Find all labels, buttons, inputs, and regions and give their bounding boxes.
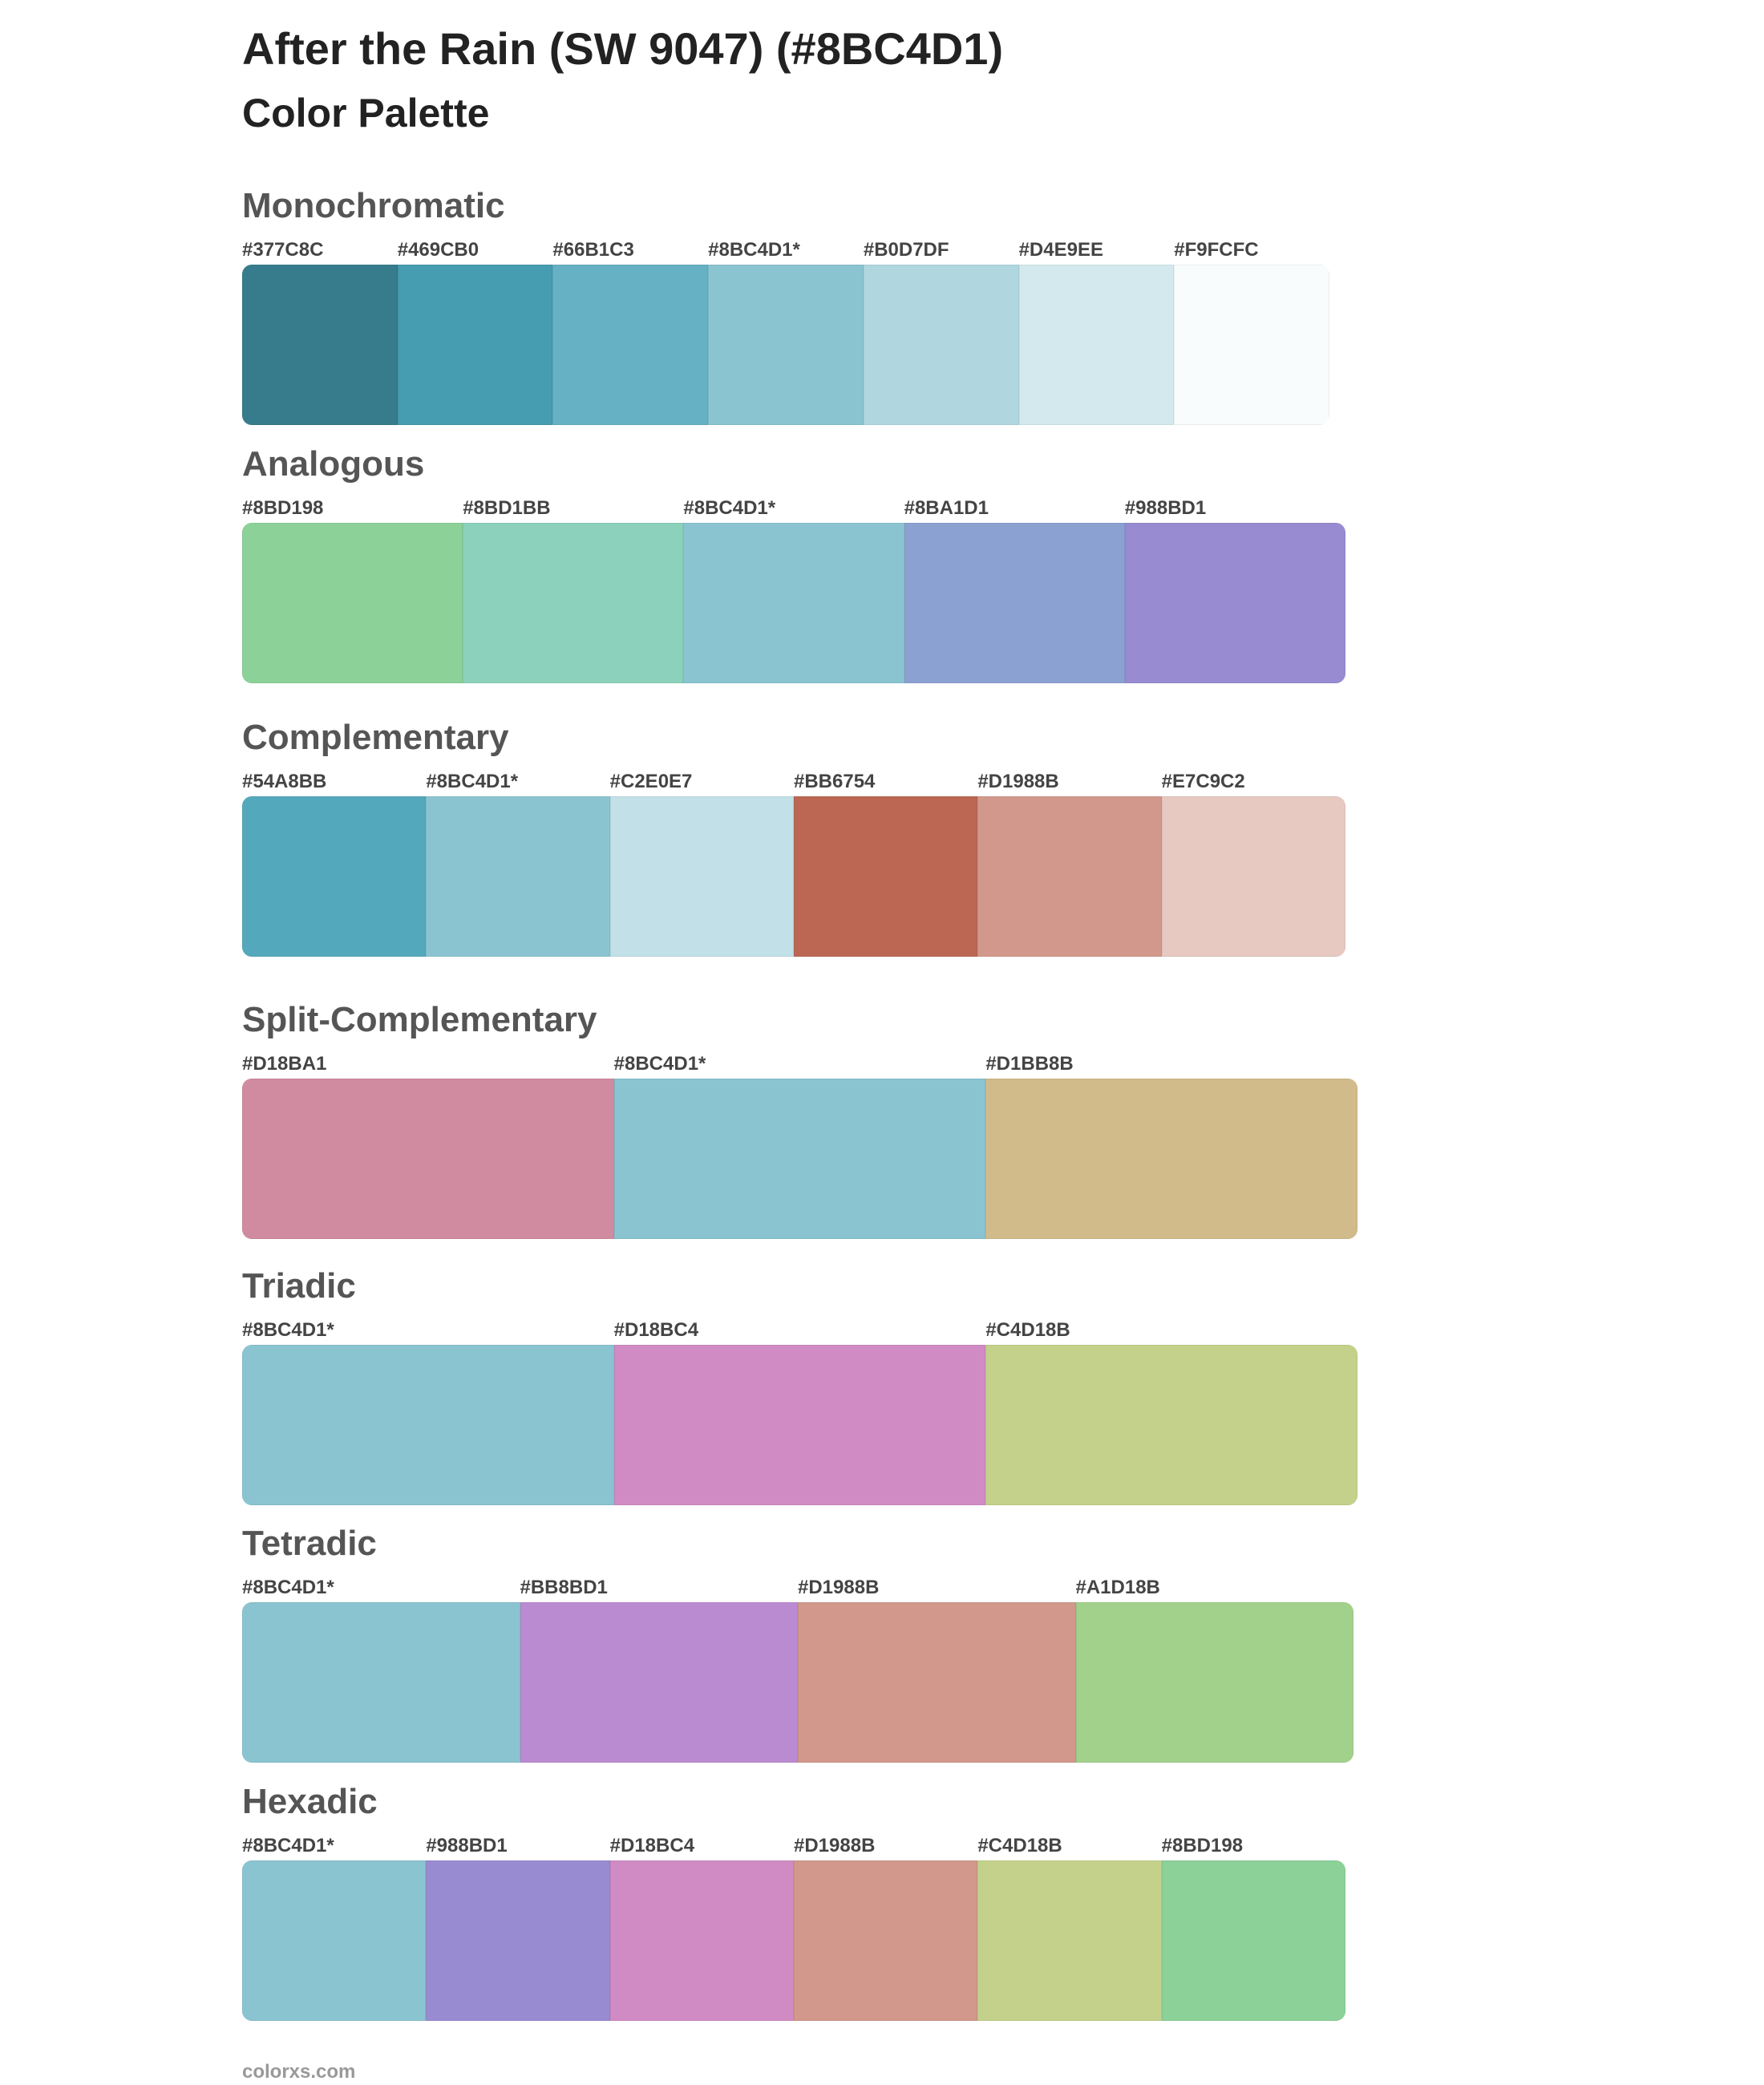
color-swatch <box>863 265 1019 425</box>
swatch-label: #8BA1D1 <box>904 497 989 519</box>
swatch-label: #A1D18B <box>1075 1577 1160 1598</box>
swatch-label: #C2E0E7 <box>609 771 693 792</box>
color-swatch <box>613 1079 986 1239</box>
swatch-label: #D1BB8B <box>985 1053 1074 1075</box>
color-swatch <box>609 1860 794 2021</box>
swatch-label: #8BD198 <box>1161 1835 1244 1856</box>
swatch-label: #988BD1 <box>426 1835 508 1856</box>
swatch-label: #469CB0 <box>397 239 479 261</box>
color-swatch <box>683 523 904 683</box>
swatch-group <box>242 1079 1357 1239</box>
color-swatch <box>463 523 684 683</box>
color-swatch <box>242 1602 520 1763</box>
color-swatch <box>1161 796 1345 957</box>
color-swatch <box>397 265 553 425</box>
color-swatch <box>1018 265 1175 425</box>
color-swatch <box>1161 1860 1345 2021</box>
page-subtitle: Color Palette <box>242 91 490 136</box>
color-swatch <box>520 1602 798 1763</box>
color-swatch <box>904 523 1125 683</box>
swatch-label: #C4D18B <box>985 1319 1070 1341</box>
color-swatch <box>1174 265 1329 425</box>
color-swatch <box>985 1079 1357 1239</box>
swatch-label: #66B1C3 <box>552 239 634 261</box>
swatch-label: #8BC4D1* <box>708 239 800 261</box>
color-swatch <box>242 523 463 683</box>
color-swatch <box>798 1602 1076 1763</box>
swatch-label: #988BD1 <box>1124 497 1207 519</box>
swatch-label: #8BC4D1* <box>242 1577 334 1598</box>
swatch-label: #F9FCFC <box>1174 239 1259 261</box>
color-swatch <box>242 1860 427 2021</box>
swatch-label: #D18BC4 <box>613 1319 699 1341</box>
color-swatch <box>242 1345 614 1505</box>
swatch-label: #8BC4D1* <box>242 1319 334 1341</box>
swatch-group <box>242 265 1329 425</box>
swatch-label: #BB8BD1 <box>520 1577 608 1598</box>
swatch-group <box>242 1602 1353 1763</box>
color-swatch <box>1075 1602 1353 1763</box>
swatch-label: #E7C9C2 <box>1161 771 1245 792</box>
section-title: Triadic <box>242 1266 356 1306</box>
page-title: After the Rain (SW 9047) (#8BC4D1) <box>242 23 1004 74</box>
swatch-group <box>242 523 1345 683</box>
swatch-group <box>242 1345 1357 1505</box>
swatch-label: #8BC4D1* <box>426 771 519 792</box>
swatch-label: #54A8BB <box>242 771 327 792</box>
color-swatch <box>552 265 709 425</box>
section-title: Analogous <box>242 444 425 484</box>
swatch-label: #C4D18B <box>977 1835 1062 1856</box>
color-swatch <box>977 796 1162 957</box>
color-swatch <box>242 265 398 425</box>
swatch-label: #8BC4D1* <box>683 497 776 519</box>
swatch-label: #D1988B <box>794 1835 876 1856</box>
swatch-label: #D1988B <box>798 1577 880 1598</box>
section-title: Complementary <box>242 718 509 757</box>
section-title: Split-Complementary <box>242 1000 597 1039</box>
footer: colorxs.com <box>242 2061 356 2083</box>
section-title: Hexadic <box>242 1782 378 1821</box>
swatch-label: #D18BC4 <box>609 1835 695 1856</box>
swatch-label: #377C8C <box>242 239 324 261</box>
swatch-label: #B0D7DF <box>863 239 949 261</box>
swatch-label: #D1988B <box>977 771 1059 792</box>
color-swatch <box>242 796 427 957</box>
color-swatch <box>242 1079 614 1239</box>
color-swatch <box>609 796 794 957</box>
color-swatch <box>613 1345 986 1505</box>
color-swatch <box>426 796 610 957</box>
swatch-group <box>242 796 1345 957</box>
swatch-group <box>242 1860 1345 2021</box>
swatch-label: #8BC4D1* <box>613 1053 706 1075</box>
color-swatch <box>793 1860 978 2021</box>
color-swatch <box>708 265 864 425</box>
color-swatch <box>1124 523 1345 683</box>
section-title: Tetradic <box>242 1524 377 1563</box>
color-swatch <box>793 796 978 957</box>
color-swatch <box>426 1860 610 2021</box>
swatch-label: #8BD198 <box>242 497 324 519</box>
swatch-label: #BB6754 <box>794 771 876 792</box>
color-swatch <box>977 1860 1162 2021</box>
swatch-label: #8BD1BB <box>463 497 551 519</box>
swatch-label: #D4E9EE <box>1018 239 1103 261</box>
swatch-label: #8BC4D1* <box>242 1835 334 1856</box>
color-swatch <box>985 1345 1357 1505</box>
swatch-label: #D18BA1 <box>242 1053 327 1075</box>
section-title: Monochromatic <box>242 186 505 225</box>
